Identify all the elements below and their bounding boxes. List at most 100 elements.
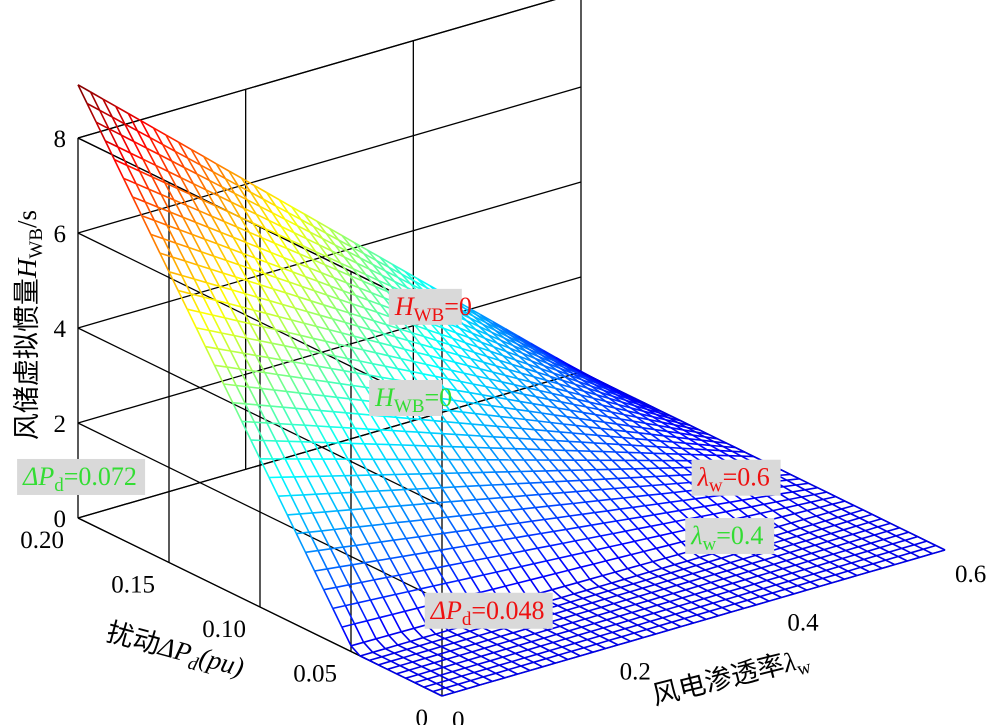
surface-grid-segment xyxy=(536,547,548,562)
surface-grid-segment xyxy=(721,553,735,559)
surface-grid-segment xyxy=(408,588,421,593)
surface-grid-segment xyxy=(234,276,246,294)
surface-grid-segment xyxy=(474,413,485,426)
surface-grid-segment xyxy=(300,218,314,228)
surface-grid-segment xyxy=(628,619,638,626)
surface-grid-segment xyxy=(488,378,499,390)
surface-grid-segment xyxy=(625,430,639,434)
surface-grid-segment xyxy=(465,638,476,645)
x-axis-label: 风电渗透率λw xyxy=(649,643,813,716)
surface-grid-segment xyxy=(559,625,570,632)
surface-grid-segment xyxy=(133,141,144,160)
surface-grid-segment xyxy=(450,501,461,517)
surface-grid-segment xyxy=(493,346,507,353)
surface-grid-segment xyxy=(257,404,268,424)
surface-grid-segment xyxy=(211,215,225,223)
surface-grid-segment xyxy=(653,608,667,615)
surface-grid-segment xyxy=(639,560,654,566)
surface-grid-segment xyxy=(723,574,737,580)
surface-grid-segment xyxy=(524,653,538,659)
surface-grid-segment xyxy=(375,259,390,269)
surface-grid-segment xyxy=(254,257,268,264)
surface-grid-segment xyxy=(585,499,599,503)
surface-grid-segment xyxy=(548,459,559,472)
surface-grid-segment xyxy=(599,631,613,637)
surface-grid-segment xyxy=(846,520,857,527)
surface-grid-segment xyxy=(919,552,933,559)
surface-grid-segment xyxy=(477,543,488,559)
surface-grid-segment xyxy=(776,555,787,562)
surface-grid-segment xyxy=(486,557,497,573)
surface-grid-segment xyxy=(405,677,416,684)
surface-grid-segment xyxy=(596,434,608,445)
surface-grid-segment xyxy=(584,433,595,444)
surface-grid-segment xyxy=(271,342,285,347)
surface-grid-segment xyxy=(670,499,683,503)
surface-grid-segment xyxy=(741,499,752,508)
surface-grid-segment xyxy=(356,372,370,376)
surface-grid-segment xyxy=(801,493,815,498)
surface-grid-segment xyxy=(829,561,840,568)
surface-grid-segment xyxy=(287,440,299,460)
surface-grid-segment xyxy=(553,528,567,533)
surface-grid-segment xyxy=(312,225,324,240)
surface-grid-segment xyxy=(212,255,224,274)
surface-grid-segment xyxy=(766,576,780,582)
surface-grid-segment xyxy=(296,458,308,477)
surface-grid-segment xyxy=(793,540,807,546)
surface-grid-segment xyxy=(619,508,630,520)
surface-grid-segment xyxy=(560,596,571,603)
surface-grid-segment xyxy=(333,277,344,292)
surface-grid-segment xyxy=(543,633,557,639)
surface-grid-segment xyxy=(448,675,462,681)
surface-grid-segment xyxy=(204,346,216,366)
surface-grid-segment xyxy=(593,560,607,565)
surface-grid-segment xyxy=(525,418,539,422)
surface-grid-segment xyxy=(547,504,561,507)
surface-grid-segment xyxy=(327,381,341,385)
surface-grid-segment xyxy=(485,459,497,473)
surface-grid-segment xyxy=(140,215,152,235)
surface-grid-segment xyxy=(465,401,479,405)
surface-grid-segment xyxy=(177,290,188,310)
surface-grid-segment xyxy=(816,565,827,572)
surface-grid-segment xyxy=(712,602,723,609)
surface-grid-segment xyxy=(337,239,349,252)
surface-grid-segment xyxy=(674,459,685,469)
surface-grid-segment xyxy=(414,553,425,571)
surface-grid-segment xyxy=(778,522,792,528)
surface-grid-segment xyxy=(170,160,182,178)
surface-grid-segment xyxy=(130,152,144,160)
surface-grid-segment xyxy=(343,544,356,548)
surface-grid-segment xyxy=(274,329,285,347)
surface-grid-segment xyxy=(754,495,768,499)
surface-grid-segment xyxy=(90,91,104,100)
surface-grid-segment xyxy=(183,166,198,175)
surface-grid-segment xyxy=(584,614,598,620)
surface-grid-segment xyxy=(115,105,129,115)
surface-grid-segment xyxy=(215,299,226,319)
surface-grid-segment xyxy=(389,558,400,576)
surface-grid-segment xyxy=(450,499,464,503)
surface-grid-segment xyxy=(299,392,312,396)
surface-grid-segment xyxy=(304,424,318,427)
surface-grid-segment xyxy=(608,546,620,559)
surface-grid-segment xyxy=(353,335,367,341)
surface-grid-segment xyxy=(479,368,493,373)
surface-grid-segment xyxy=(348,311,362,318)
surface-grid-segment xyxy=(373,579,384,598)
surface-grid-segment xyxy=(388,354,402,360)
surface-grid-segment xyxy=(568,630,579,636)
surface-grid-segment xyxy=(799,478,809,485)
surface-grid-segment xyxy=(385,270,399,279)
surface-grid-segment xyxy=(594,510,608,514)
surface-grid-segment xyxy=(637,525,651,530)
surface-grid-segment xyxy=(506,522,520,526)
surface-grid-segment xyxy=(805,536,819,542)
surface-grid-segment xyxy=(608,636,622,642)
surface-grid-segment xyxy=(629,591,640,598)
surface-grid-segment xyxy=(373,576,387,581)
surface-grid-segment xyxy=(397,640,411,646)
surface-grid-segment xyxy=(542,662,556,668)
surface-grid-segment xyxy=(175,242,186,262)
